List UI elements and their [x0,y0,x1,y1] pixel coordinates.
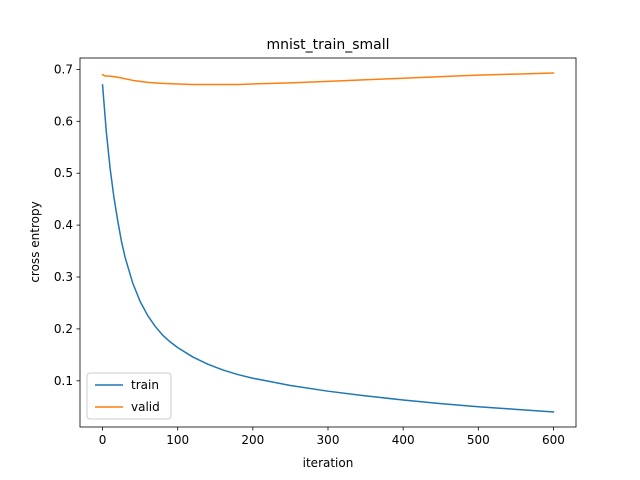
x-tick-label: 500 [467,433,490,447]
legend-label-train: train [131,378,159,392]
y-tick-label: 0.4 [54,218,73,232]
series-line-valid [101,72,555,86]
x-tick-label: 200 [241,433,264,447]
y-axis: 0.1 0.2 0.3 0.4 0.5 0.6 0.7 [54,62,80,388]
y-tick-label: 0.1 [54,374,73,388]
x-tick-label: 400 [392,433,415,447]
y-tick-label: 0.2 [54,322,73,336]
x-axis: 0 100 200 300 400 500 600 [99,427,565,447]
y-tick-label: 0.6 [54,114,73,128]
y-tick-label: 0.7 [54,62,73,76]
y-tick-label: 0.3 [54,270,73,284]
x-tick-label: 300 [317,433,340,447]
x-tick-label: 600 [542,433,565,447]
x-axis-title: iteration [303,456,354,470]
legend-label-valid: valid [131,400,160,414]
y-axis-title: cross entropy [28,201,42,282]
y-tick-label: 0.5 [54,166,73,180]
x-tick-label: 0 [99,433,107,447]
series-line-train [101,84,555,413]
x-tick-label: 100 [166,433,189,447]
legend: train valid [86,372,172,420]
chart-title: mnist_train_small [266,37,389,53]
